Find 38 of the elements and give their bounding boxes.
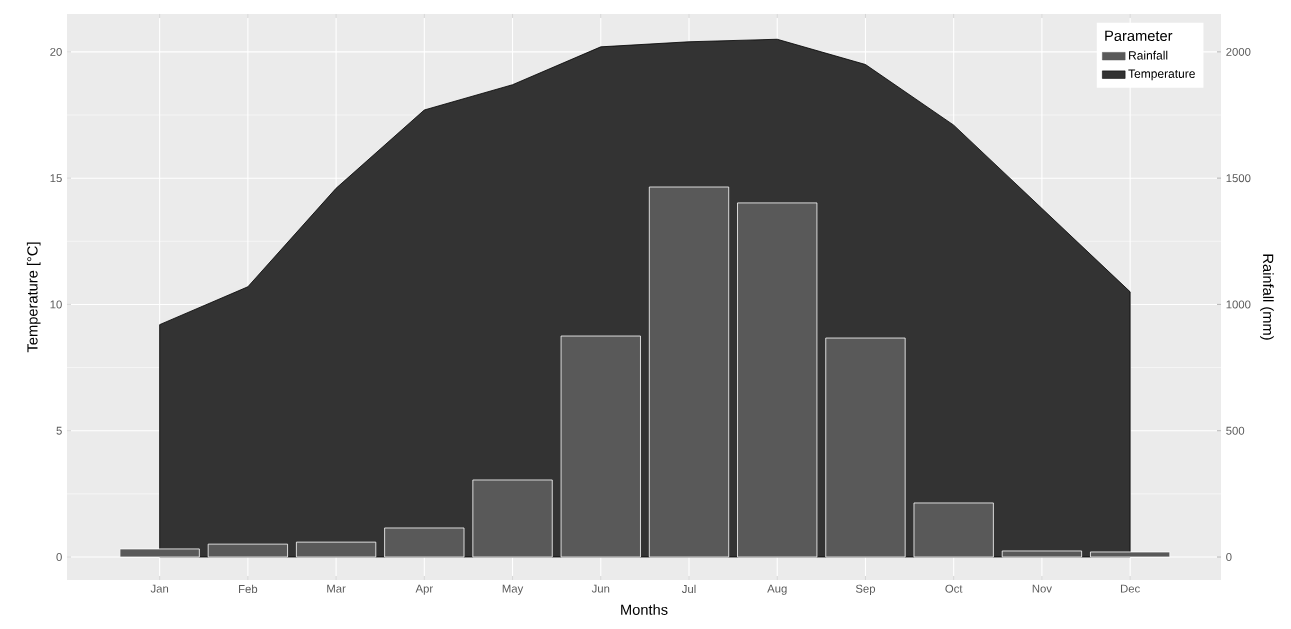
x-tick-label: May bbox=[502, 584, 524, 595]
x-tick-label: Jun bbox=[591, 584, 610, 593]
x-tick-label: Apr bbox=[415, 584, 433, 595]
bar bbox=[913, 502, 994, 558]
y2-tick-label: 500 bbox=[1226, 426, 1245, 435]
legend-label: Temperature bbox=[1128, 69, 1195, 81]
x-tick-label: Nov bbox=[1032, 584, 1052, 593]
y2-tick-label: 2000 bbox=[1226, 47, 1251, 56]
x-tick-label: Dec bbox=[1120, 584, 1140, 593]
x-tick-label: Sep bbox=[855, 584, 876, 595]
bar bbox=[472, 479, 553, 558]
y-tick-label: 15 bbox=[50, 174, 62, 183]
x-axis-title: Months bbox=[621, 604, 668, 615]
y-tick-label: 10 bbox=[50, 300, 62, 309]
bar bbox=[384, 527, 465, 558]
bar bbox=[737, 202, 818, 558]
legend-title: Parameter bbox=[1105, 30, 1173, 41]
bar bbox=[296, 541, 377, 558]
x-tick-label: Jan bbox=[150, 584, 169, 593]
y2-axis-title: Rainfall (mm) bbox=[1260, 254, 1274, 340]
y2-tick-label: 1000 bbox=[1226, 300, 1251, 309]
legend-label: Rainfall bbox=[1129, 50, 1168, 60]
y2-tick-label: 0 bbox=[1226, 553, 1232, 562]
bar bbox=[648, 186, 730, 558]
bar bbox=[825, 337, 906, 558]
bar bbox=[1001, 550, 1083, 558]
y-tick-label: 20 bbox=[50, 47, 62, 56]
x-tick-label: Oct bbox=[945, 584, 963, 593]
x-tick-label: Mar bbox=[327, 584, 346, 593]
x-tick-label: Feb bbox=[239, 584, 258, 594]
bar bbox=[560, 335, 641, 558]
bar bbox=[207, 543, 288, 558]
y2-tick-label: 1500 bbox=[1226, 174, 1251, 183]
y-tick-label: 0 bbox=[56, 553, 62, 562]
y-tick-label: 5 bbox=[56, 426, 62, 435]
x-tick-label: Aug bbox=[767, 584, 787, 595]
x-tick-label: Jul bbox=[681, 584, 696, 594]
y-axis-title: Temperature [°C] bbox=[26, 242, 41, 353]
